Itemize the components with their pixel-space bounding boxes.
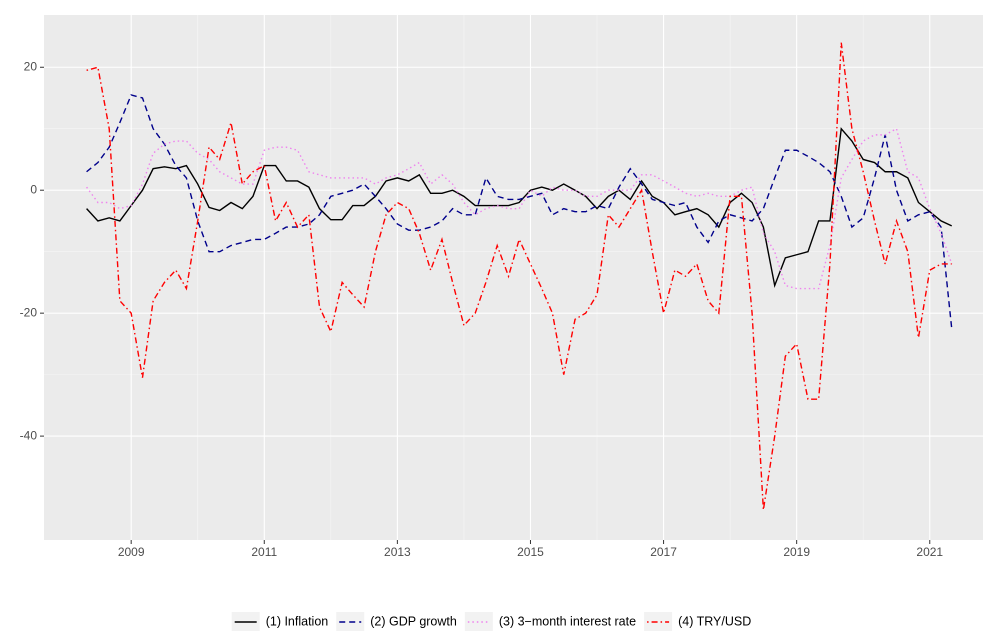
plot-panel [44,15,983,540]
legend-label: (4) TRY/USD [678,614,751,628]
legend-label: (2) GDP growth [370,614,457,628]
series-line [86,127,953,289]
x-tick-label: 2011 [251,545,277,559]
series-line [86,94,953,329]
x-tick-label: 2009 [118,545,145,559]
legend-label: (3) 3−month interest rate [499,614,636,628]
y-tick-label: -40 [20,428,38,442]
legend-label: (1) Inflation [266,614,329,628]
x-tick-label: 2013 [384,545,411,559]
series-line [86,42,952,510]
legend-key-bg [644,612,673,631]
x-tick-label: 2021 [916,545,943,559]
y-tick-label: -20 [20,305,38,319]
x-tick-label: 2017 [650,545,677,559]
x-tick-label: 2015 [517,545,544,559]
legend-key-bg [464,612,493,631]
legend: (1) Inflation (2) GDP growth (3) 3−month i… [231,612,751,631]
y-tick-label: 0 [30,182,37,196]
x-tick-label: 2019 [783,545,810,559]
y-tick-label: 20 [24,59,38,73]
